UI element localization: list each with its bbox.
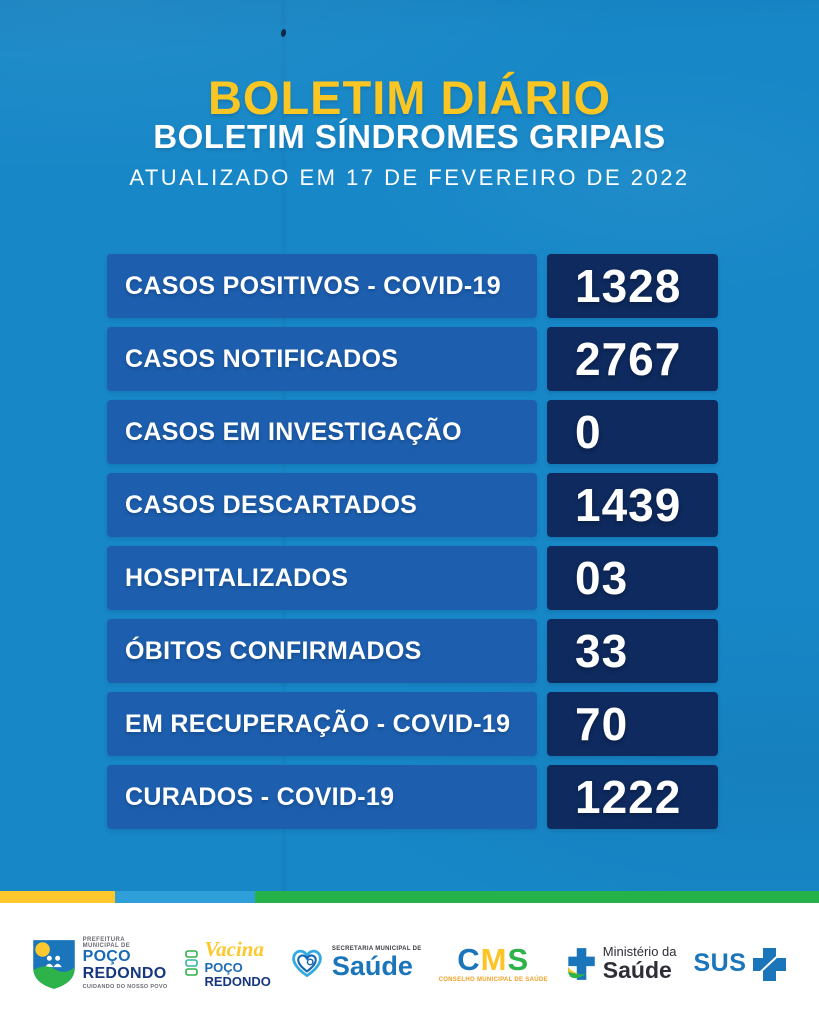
heart-stethoscope-icon [292, 950, 322, 978]
stripe-green-segment [255, 891, 819, 903]
prefeitura-small-text-1: PREFEITURA [82, 936, 125, 943]
vacina-script-text: Vacina [204, 937, 264, 962]
stat-row: CURADOS - COVID-19 1222 [107, 765, 718, 829]
secretaria-saude-text: Saúde [331, 951, 413, 982]
stat-row: CASOS NOTIFICADOS 2767 [107, 327, 718, 391]
cms-small-text: CONSELHO MUNICIPAL DE SAÚDE [438, 976, 548, 983]
stat-label: CASOS POSITIVOS - COVID-19 [107, 254, 537, 318]
footer-stripe [0, 891, 819, 903]
poster-title: BOLETIM DIÁRIO [207, 71, 612, 124]
cms-logo: CMS CONSELHO MUNICIPAL DE SAÚDE [439, 944, 548, 983]
sus-cross-icon [753, 947, 787, 981]
vacina-city-name-2: REDONDO [204, 974, 271, 990]
cms-letter-m: M [480, 941, 508, 977]
stat-label: HOSPITALIZADOS [107, 546, 537, 610]
stat-value: 70 [547, 692, 718, 756]
stat-value: 1222 [547, 765, 718, 829]
stat-value: 1328 [547, 254, 718, 318]
stripe-yellow-segment [0, 891, 115, 903]
vacina-city-name-1: POÇO [204, 960, 243, 976]
paper-mark [280, 28, 287, 38]
stat-label: CASOS EM INVESTIGAÇÃO [107, 400, 537, 464]
stat-value: 2767 [547, 327, 718, 391]
stat-value: 33 [547, 619, 718, 683]
stat-row: EM RECUPERAÇÃO - COVID-19 70 [107, 692, 718, 756]
sus-text: SUS [693, 949, 747, 977]
secretaria-saude-logo: SECRETARIA MUNICIPAL DE Saúde [288, 946, 422, 981]
stat-row: CASOS EM INVESTIGAÇÃO 0 [107, 400, 718, 464]
ministerio-cross-icon [567, 947, 595, 980]
stat-label: CURADOS - COVID-19 [107, 765, 537, 829]
stat-row: CASOS DESCARTADOS 1439 [107, 473, 718, 537]
cms-letters: CMS [457, 944, 529, 975]
poster-subtitle: BOLETIM SÍNDROMES GRIPAIS [153, 118, 666, 155]
ministerio-line1: Ministério da [602, 943, 677, 959]
ministerio-line2: Saúde [602, 957, 672, 984]
stripe-blue-segment [115, 891, 255, 903]
cms-letter-c: C [457, 941, 481, 977]
ministerio-saude-logo: Ministério da Saúde [565, 943, 677, 984]
stat-label: ÓBITOS CONFIRMADOS [107, 619, 537, 683]
stat-value: 0 [547, 400, 718, 464]
prefeitura-city-name-1: POÇO [82, 948, 131, 966]
vacina-logo: Vacina POÇO REDONDO [184, 937, 271, 990]
stat-row: CASOS POSITIVOS - COVID-19 1328 [107, 254, 718, 318]
prefeitura-shield-icon [32, 939, 75, 989]
updated-date: ATUALIZADO EM 17 DE FEVEREIRO DE 2022 [129, 165, 690, 190]
prefeitura-small-text-2: MUNICIPAL DE [82, 942, 131, 949]
logos-footer: PREFEITURA MUNICIPAL DE POÇO REDONDO CUI… [0, 903, 819, 1024]
prefeitura-slogan: CUIDANDO DO NOSSO POVO [82, 983, 168, 990]
vacina-puzzle-icon [185, 950, 199, 977]
stat-value: 03 [547, 546, 718, 610]
stat-label: EM RECUPERAÇÃO - COVID-19 [107, 692, 537, 756]
stat-row: ÓBITOS CONFIRMADOS 33 [107, 619, 718, 683]
stats-table: CASOS POSITIVOS - COVID-19 1328 CASOS NO… [107, 254, 718, 838]
stat-row: HOSPITALIZADOS 03 [107, 546, 718, 610]
prefeitura-city-name-2: REDONDO [82, 964, 167, 982]
sus-logo: SUS [694, 946, 789, 982]
cms-letter-s: S [507, 941, 530, 977]
prefeitura-logo: PREFEITURA MUNICIPAL DE POÇO REDONDO CUI… [31, 937, 168, 991]
stat-value: 1439 [547, 473, 718, 537]
stat-label: CASOS DESCARTADOS [107, 473, 537, 537]
stat-label: CASOS NOTIFICADOS [107, 327, 537, 391]
secretaria-small-text: SECRETARIA MUNICIPAL DE [331, 946, 422, 953]
